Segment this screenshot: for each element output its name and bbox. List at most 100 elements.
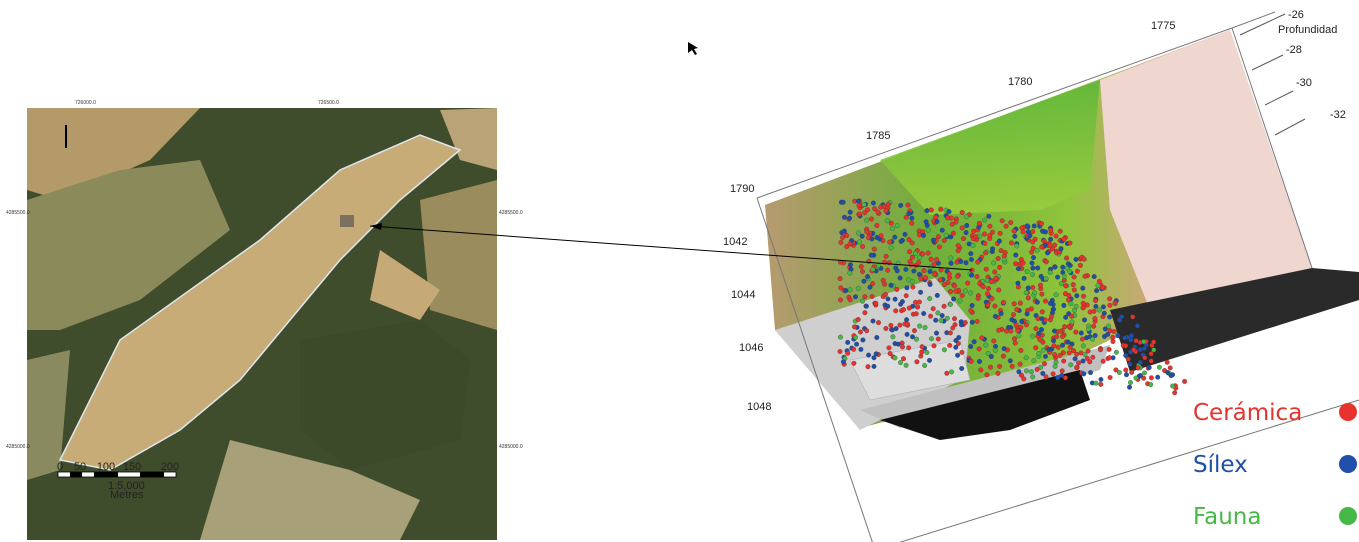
artifact-point bbox=[883, 253, 889, 259]
artifact-point bbox=[900, 344, 905, 350]
artifact-point bbox=[855, 198, 861, 204]
artifact-point bbox=[974, 274, 980, 280]
artifact-point bbox=[1096, 278, 1102, 284]
arrow-head bbox=[370, 223, 382, 230]
artifact-point bbox=[840, 235, 846, 240]
artifact-point bbox=[1001, 257, 1007, 263]
artifact-point bbox=[898, 238, 904, 244]
artifact-point bbox=[925, 227, 931, 233]
artifact-point bbox=[869, 216, 874, 222]
artifact-point bbox=[1060, 342, 1066, 348]
artifact-point bbox=[947, 330, 953, 336]
artifact-point bbox=[1100, 304, 1106, 310]
artifact-point bbox=[892, 296, 898, 302]
artifact-point bbox=[989, 296, 995, 302]
artifact-point bbox=[916, 271, 922, 277]
artifact-point bbox=[1130, 314, 1136, 320]
artifact-point bbox=[917, 255, 923, 260]
artifact-point bbox=[866, 352, 872, 358]
artifact-point bbox=[959, 293, 965, 298]
artifact-point bbox=[955, 352, 961, 358]
artifact-point bbox=[945, 215, 951, 221]
artifact-point bbox=[873, 300, 879, 306]
artifact-point bbox=[888, 245, 894, 251]
artifact-point bbox=[1030, 272, 1035, 278]
depth-label: -26 bbox=[1288, 9, 1304, 21]
y-axis-label: 1044 bbox=[731, 289, 755, 301]
artifact-point bbox=[919, 349, 925, 355]
artifact-point bbox=[1098, 377, 1104, 382]
artifact-point bbox=[924, 222, 930, 228]
artifact-point bbox=[959, 366, 965, 371]
artifact-point bbox=[1080, 343, 1086, 349]
artifact-point bbox=[1038, 273, 1044, 279]
artifact-point bbox=[865, 364, 871, 370]
artifact-point bbox=[918, 353, 924, 359]
artifact-point bbox=[1110, 339, 1116, 344]
artifact-point bbox=[837, 276, 843, 282]
artifact-point bbox=[992, 269, 998, 275]
artifact-point bbox=[1039, 316, 1045, 322]
artifact-point bbox=[949, 369, 955, 375]
artifact-point bbox=[1024, 269, 1030, 274]
artifact-point bbox=[927, 357, 932, 363]
artifact-point bbox=[927, 269, 933, 274]
artifact-point bbox=[851, 360, 857, 366]
artifact-point bbox=[886, 345, 892, 351]
artifact-point bbox=[1051, 306, 1056, 312]
artifact-point bbox=[955, 273, 961, 279]
artifact-point bbox=[885, 303, 891, 309]
artifact-point bbox=[986, 213, 992, 219]
artifact-point bbox=[987, 223, 993, 229]
artifact-point bbox=[1063, 314, 1069, 320]
artifact-point bbox=[1024, 223, 1030, 229]
artifact-point bbox=[946, 209, 952, 215]
artifact-point bbox=[1013, 252, 1019, 258]
artifact-point bbox=[1102, 334, 1107, 339]
artifact-point bbox=[1011, 312, 1016, 318]
artifact-point bbox=[920, 251, 926, 257]
artifact-point bbox=[987, 233, 993, 238]
artifact-point bbox=[923, 275, 929, 281]
artifact-point bbox=[1030, 239, 1036, 245]
artifact-point bbox=[927, 282, 933, 287]
artifact-point bbox=[906, 237, 912, 243]
legend-marker bbox=[1339, 455, 1357, 473]
artifact-point bbox=[1123, 367, 1129, 373]
artifact-point bbox=[971, 339, 977, 345]
artifact-point bbox=[1040, 370, 1046, 376]
artifact-point bbox=[985, 302, 991, 308]
artifact-point bbox=[999, 218, 1005, 224]
artifact-point bbox=[1057, 228, 1063, 234]
artifact-point bbox=[1069, 313, 1075, 319]
artifact-point bbox=[952, 316, 957, 322]
scale-tick-label: 100 bbox=[97, 461, 115, 473]
artifact-point bbox=[1014, 307, 1020, 313]
artifact-point bbox=[906, 211, 912, 217]
artifact-point bbox=[861, 202, 867, 207]
artifact-point bbox=[1018, 257, 1024, 263]
artifact-point bbox=[1071, 348, 1076, 354]
artifact-point bbox=[1092, 316, 1098, 322]
artifact-point bbox=[841, 228, 847, 234]
artifact-point bbox=[856, 202, 862, 208]
artifact-point bbox=[953, 219, 959, 225]
artifact-point bbox=[958, 259, 964, 264]
artifact-point bbox=[851, 346, 857, 352]
artifact-point bbox=[878, 204, 884, 210]
artifact-point bbox=[1024, 311, 1030, 317]
artifact-point bbox=[1001, 353, 1006, 359]
artifact-point bbox=[871, 363, 877, 369]
artifact-point bbox=[963, 230, 969, 236]
artifact-point bbox=[1018, 347, 1024, 353]
artifact-point bbox=[1047, 270, 1053, 275]
artifact-point bbox=[1039, 244, 1045, 250]
artifact-point bbox=[1060, 350, 1066, 356]
artifact-point bbox=[858, 264, 864, 269]
artifact-point bbox=[1057, 352, 1063, 358]
artifact-point bbox=[1013, 261, 1019, 267]
artifact-point bbox=[875, 209, 881, 215]
artifact-point bbox=[1012, 336, 1017, 342]
artifact-point bbox=[1030, 265, 1036, 271]
artifact-point bbox=[1067, 268, 1072, 274]
